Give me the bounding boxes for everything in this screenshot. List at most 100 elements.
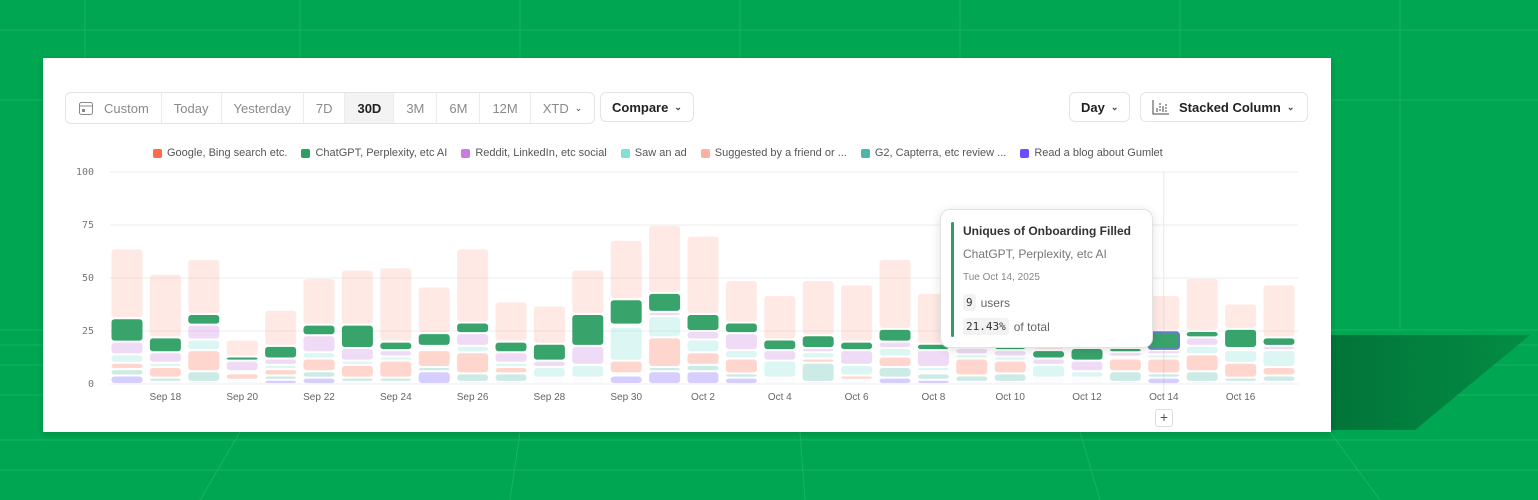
legend-label: Google, Bing search etc. xyxy=(167,147,288,159)
legend-item[interactable]: Saw an ad xyxy=(620,147,687,159)
bar-segment xyxy=(418,368,450,371)
legend-item[interactable]: Reddit, LinkedIn, etc social xyxy=(461,147,607,159)
bar-segment xyxy=(610,361,642,373)
bar-segment xyxy=(879,259,911,328)
bar-segment xyxy=(265,365,297,369)
compare-button[interactable]: Compare ⌄ xyxy=(600,92,694,122)
bar-segment xyxy=(841,285,873,341)
chevron-down-icon: ⌄ xyxy=(574,102,583,113)
legend-item[interactable]: ChatGPT, Perplexity, etc AI xyxy=(301,147,447,159)
compare-label: Compare xyxy=(612,99,669,115)
bar-segment xyxy=(495,363,527,367)
range-6m-button[interactable]: 6M xyxy=(437,93,481,123)
bar-segment xyxy=(111,355,143,362)
chart-type-label: Stacked Column xyxy=(1179,99,1281,115)
bar-segment xyxy=(879,342,911,347)
bar-segment xyxy=(802,348,834,352)
bar-segment xyxy=(1148,359,1180,373)
tooltip-percent-row: 21.43% of total xyxy=(963,318,1050,335)
range-7d-button[interactable]: 7D xyxy=(304,93,346,123)
bar-segment xyxy=(802,353,834,358)
legend-item[interactable]: Suggested by a friend or ... xyxy=(700,147,847,159)
bar-segment xyxy=(725,351,757,358)
bar-segment xyxy=(687,353,719,364)
bar-segment xyxy=(303,378,335,383)
bar-segment xyxy=(188,372,220,381)
chevron-down-icon: ⌄ xyxy=(1110,101,1119,112)
bar-segment xyxy=(1225,304,1257,328)
legend-item[interactable]: Read a blog about Gumlet xyxy=(1020,147,1163,159)
bar-segment xyxy=(380,357,412,360)
bar-segment xyxy=(764,295,796,339)
add-annotation-button[interactable]: + xyxy=(1155,409,1173,427)
bar-segment xyxy=(764,340,796,350)
chart-type-dropdown[interactable]: Stacked Column ⌄ xyxy=(1140,92,1308,122)
bar-segment xyxy=(303,279,335,324)
range-custom-button[interactable]: Custom xyxy=(66,93,162,123)
bar-segment xyxy=(265,370,297,375)
legend-item[interactable]: G2, Capterra, etc review ... xyxy=(860,147,1007,159)
bar-segment xyxy=(1148,355,1180,358)
bar-segment xyxy=(380,361,412,377)
bar-segment xyxy=(649,293,681,311)
bar-segment xyxy=(841,351,873,364)
range-yesterday-button[interactable]: Yesterday xyxy=(222,93,304,123)
range-30d-button[interactable]: 30D xyxy=(345,93,395,123)
bar-segment xyxy=(111,376,143,383)
bar-segment xyxy=(149,353,181,362)
x-tick-label: Sep 24 xyxy=(380,392,412,403)
bar-segment xyxy=(1225,378,1257,381)
y-tick-label: 50 xyxy=(82,273,94,284)
bar-segment xyxy=(149,378,181,381)
bar-segment xyxy=(802,363,834,381)
bar-segment xyxy=(457,374,489,381)
calendar-icon xyxy=(79,102,93,115)
bar-segment xyxy=(111,342,143,354)
interval-dropdown[interactable]: Day ⌄ xyxy=(1069,92,1131,122)
bar-segment xyxy=(533,344,565,360)
bar-segment xyxy=(1033,351,1065,358)
stacked-column-chart: 0 25 50 75 100 Sep 18 Sep 20 Sep 22 Sep 24 Sep 26… xyxy=(76,167,1298,403)
bar-segment xyxy=(188,325,220,339)
bar-segment xyxy=(149,338,181,352)
x-tick-label: Sep 28 xyxy=(534,392,566,403)
bar-segment xyxy=(1263,346,1295,350)
x-tick-label: Oct 12 xyxy=(1072,392,1102,403)
bar-segment xyxy=(341,365,373,377)
bar-segment xyxy=(303,359,335,371)
bar-segment xyxy=(649,226,681,292)
bar-segment xyxy=(495,353,527,362)
bar-segment xyxy=(687,372,719,383)
bar-segment xyxy=(879,378,911,383)
range-today-button[interactable]: Today xyxy=(162,93,222,123)
x-tick-label: Oct 16 xyxy=(1226,392,1256,403)
tooltip-percent: 21.43% xyxy=(963,318,1009,335)
range-xtd-button[interactable]: XTD ⌄ xyxy=(531,93,595,123)
x-tick-label: Oct 6 xyxy=(845,392,869,403)
bar-segment xyxy=(1109,353,1141,356)
bar-segment xyxy=(495,342,527,352)
tooltip-date: Tue Oct 14, 2025 xyxy=(963,272,1040,283)
bar-segment xyxy=(380,378,412,381)
bar-segment xyxy=(1148,295,1180,330)
range-label: XTD xyxy=(542,100,569,116)
bar-segment xyxy=(418,372,450,383)
bar-segment xyxy=(649,372,681,383)
bar-segment xyxy=(265,310,297,345)
legend-item[interactable]: Google, Bing search etc. xyxy=(153,147,287,159)
bar-segment xyxy=(188,315,220,324)
bar-segment xyxy=(380,342,412,350)
bar-segment xyxy=(149,274,181,337)
bar-segment xyxy=(687,236,719,314)
bar-segment xyxy=(1263,351,1295,367)
legend-swatch xyxy=(860,148,870,158)
range-label: Custom xyxy=(104,100,149,116)
bar-segment xyxy=(418,351,450,367)
legend-label: G2, Capterra, etc review ... xyxy=(874,147,1007,159)
range-12m-button[interactable]: 12M xyxy=(480,93,531,123)
x-tick-label: Sep 22 xyxy=(303,392,335,403)
bar-segment xyxy=(687,340,719,352)
bar-segment xyxy=(1225,351,1257,362)
bar-segment xyxy=(917,380,949,383)
range-3m-button[interactable]: 3M xyxy=(394,93,438,123)
